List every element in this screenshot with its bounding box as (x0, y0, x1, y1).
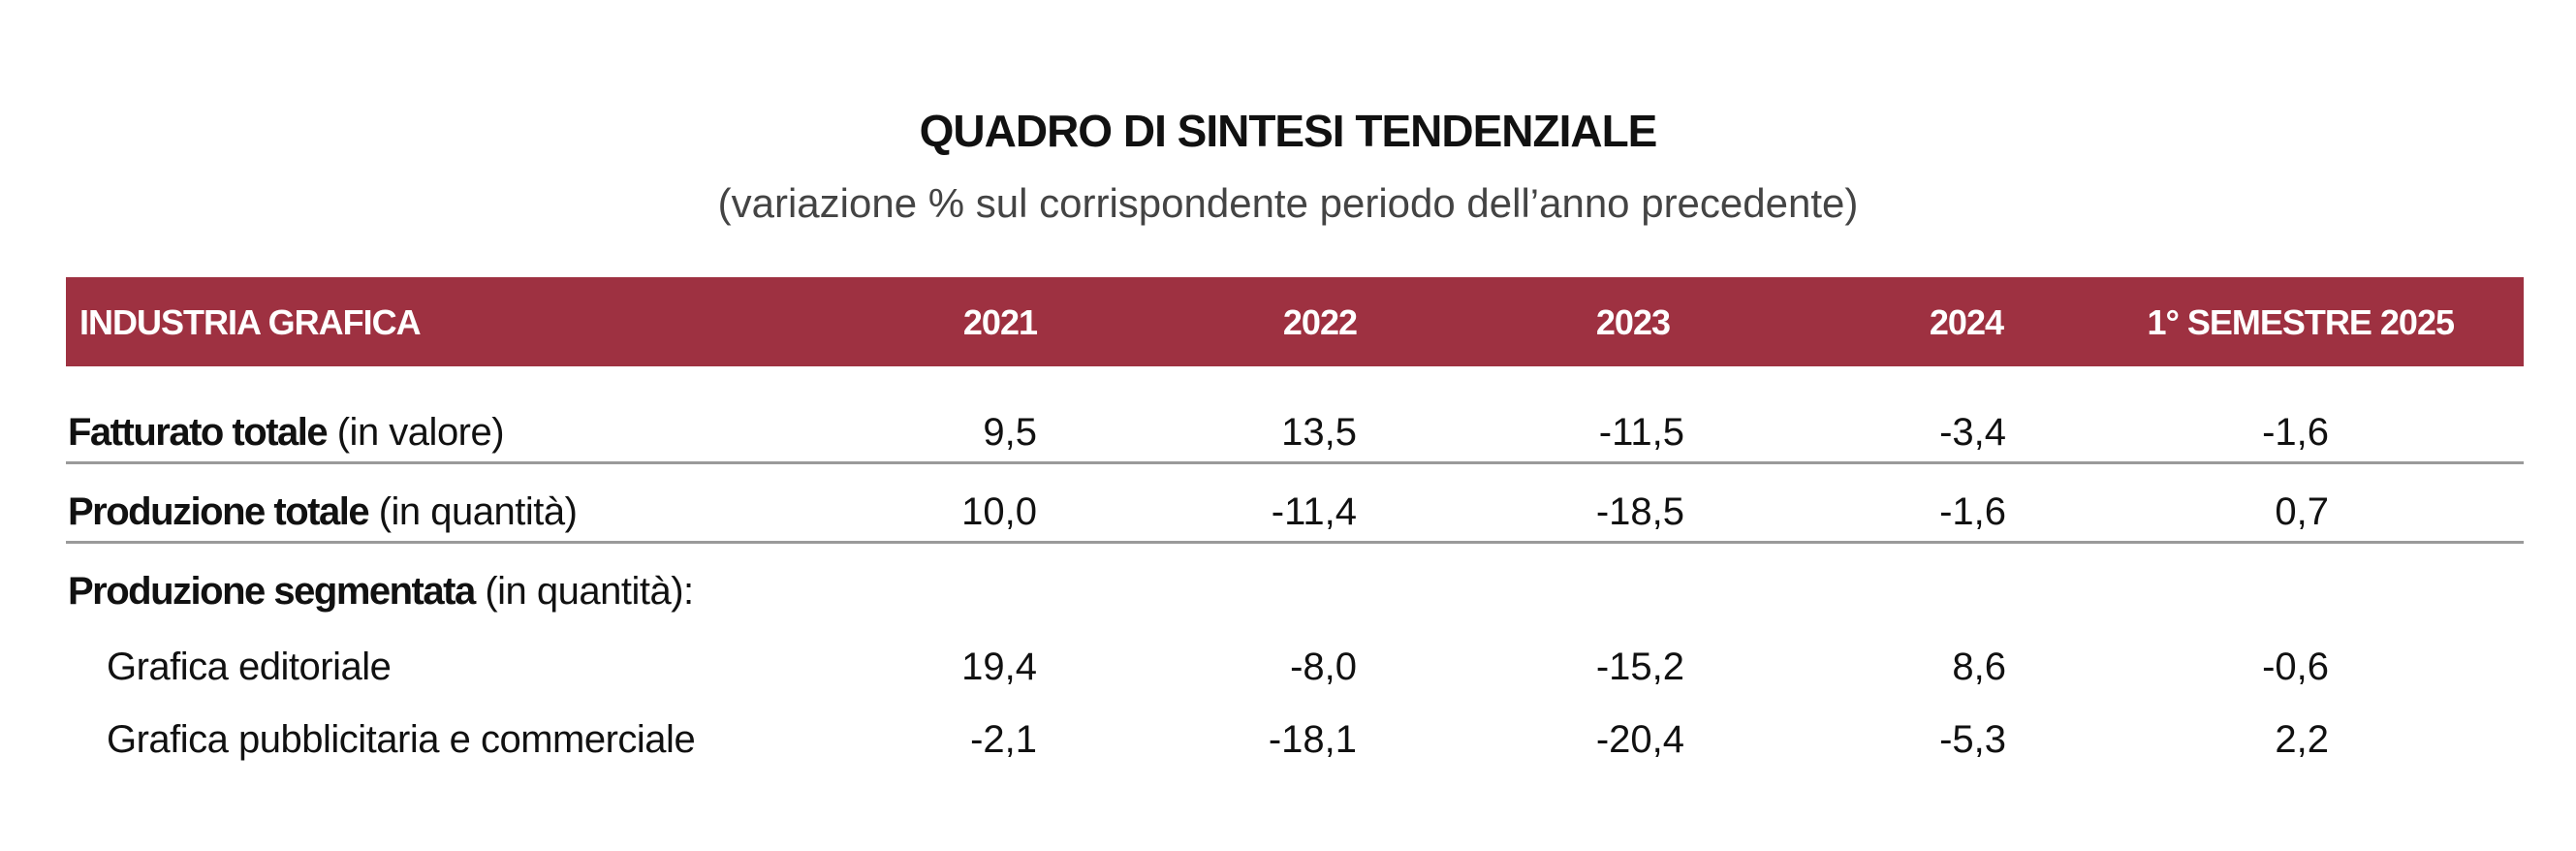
cell-2022: -8,0 (1290, 646, 1357, 688)
table-row-produzione-segmentata: Produzione segmentata (in quantità): (0, 570, 2576, 618)
header-2024: 2024 (1929, 302, 2004, 342)
row-label: Fatturato totale (in valore) (68, 411, 505, 454)
cell-2024: -3,4 (1939, 411, 2006, 454)
table-row-grafica-editoriale: Grafica editoriale 19,4 -8,0 -15,2 8,6 -… (0, 646, 2576, 694)
cell-2022: -11,4 (1271, 490, 1357, 533)
table-header-bar (66, 277, 2524, 366)
cell-2024: -1,6 (1939, 490, 2006, 533)
table-row-grafica-pubblicitaria: Grafica pubblicitaria e commerciale -2,1… (0, 718, 2576, 767)
cell-2022: -18,1 (1268, 718, 1357, 761)
table-row-produzione-totale: Produzione totale (in quantità) 10,0 -11… (0, 490, 2576, 539)
row-label: Produzione segmentata (in quantità): (68, 570, 694, 613)
cell-2025h1: -1,6 (2262, 411, 2329, 454)
cell-2023: -11,5 (1598, 411, 1684, 454)
table-row-fatturato: Fatturato totale (in valore) 9,5 13,5 -1… (0, 411, 2576, 459)
cell-2024: 8,6 (1952, 646, 2006, 688)
header-2023: 2023 (1595, 302, 1671, 342)
cell-2021: -2,1 (970, 718, 1037, 761)
cell-2025h1: -0,6 (2262, 646, 2329, 688)
header-1-semestre-2025: 1° SEMESTRE 2025 (2147, 302, 2455, 342)
cell-2025h1: 2,2 (2275, 718, 2329, 761)
cell-2021: 19,4 (961, 646, 1037, 688)
header-2022: 2022 (1282, 302, 1358, 342)
cell-2022: 13,5 (1281, 411, 1357, 454)
row-divider (66, 541, 2524, 544)
row-label: Produzione totale (in quantità) (68, 490, 578, 533)
cell-2023: -15,2 (1595, 646, 1684, 688)
cell-2023: -18,5 (1595, 490, 1684, 533)
row-label: Grafica editoriale (107, 646, 392, 688)
cell-2021: 10,0 (961, 490, 1037, 533)
row-divider (66, 461, 2524, 464)
cell-2021: 9,5 (983, 411, 1037, 454)
cell-2024: -5,3 (1939, 718, 2006, 761)
header-2021: 2021 (962, 302, 1038, 342)
header-industria-grafica: INDUSTRIA GRAFICA (79, 302, 422, 342)
cell-2025h1: 0,7 (2275, 490, 2329, 533)
row-label: Grafica pubblicitaria e commerciale (107, 718, 696, 761)
table-subtitle: (variazione % sul corrispondente periodo… (717, 180, 1859, 226)
table-title: QUADRO DI SINTESI TENDENZIALE (919, 106, 1658, 156)
cell-2023: -20,4 (1595, 718, 1684, 761)
